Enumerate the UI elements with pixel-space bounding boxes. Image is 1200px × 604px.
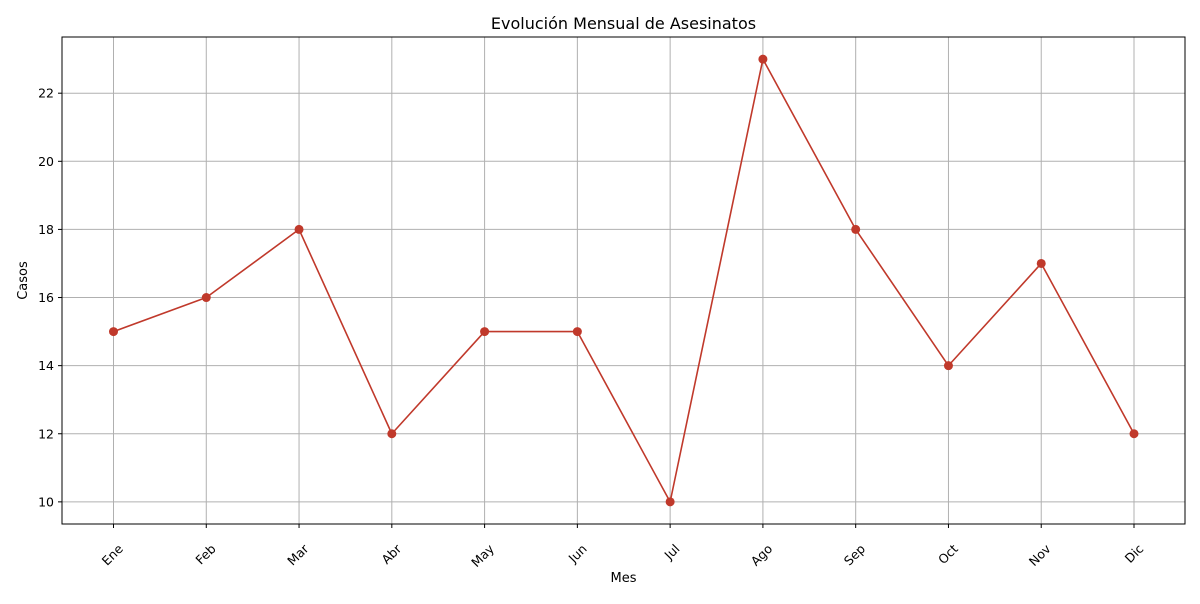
data-point-oct: [943, 361, 953, 371]
x-tick-label: Abr: [378, 541, 405, 568]
x-tick-label: Ago: [748, 541, 776, 569]
data-point-feb: [201, 293, 211, 303]
axis-ticks: Ene Feb Mar Abr May Jun Jul Ago Sep Oct Nov Dic 10 12…: [38, 86, 1146, 570]
data-point-dic: [1129, 429, 1139, 439]
y-tick-label: 14: [38, 358, 54, 373]
x-tick-label: Feb: [192, 541, 218, 567]
x-tick-label: Dic: [1122, 541, 1147, 566]
data-point-sep: [851, 224, 861, 234]
data-point-nov: [1036, 258, 1046, 268]
y-tick-label: 18: [38, 222, 54, 237]
data-point-jun: [572, 327, 582, 337]
data-point-mar: [294, 224, 304, 234]
x-tick-label: Nov: [1026, 541, 1054, 569]
x-tick-label: Ene: [99, 541, 126, 568]
x-tick-label: Sep: [841, 541, 868, 568]
data-point-may: [480, 327, 490, 337]
x-tick-label: Mar: [284, 541, 312, 569]
y-tick-label: 16: [38, 290, 54, 305]
x-axis-label: Mes: [611, 571, 637, 586]
grid: [62, 37, 1185, 524]
x-tick-label: Jun: [565, 541, 590, 566]
x-tick-label: May: [468, 541, 497, 570]
data-point-abr: [387, 429, 397, 439]
y-axis-label: Casos: [16, 261, 31, 300]
series-line: [109, 54, 1139, 507]
x-tick-label: Oct: [935, 541, 961, 567]
y-tick-label: 10: [38, 494, 54, 509]
data-point-ene: [109, 327, 118, 337]
data-point-jul: [665, 497, 675, 507]
plot-area-frame: [61, 36, 1186, 525]
chart-title: Evolución Mensual de Asesinatos: [491, 14, 756, 33]
y-tick-label: 12: [38, 426, 54, 441]
x-tick-label: Jul: [661, 541, 683, 563]
y-tick-label: 22: [38, 86, 54, 101]
y-tick-label: 20: [38, 154, 54, 169]
data-point-ago: [758, 54, 768, 64]
series-line-path: [113, 58, 1135, 503]
